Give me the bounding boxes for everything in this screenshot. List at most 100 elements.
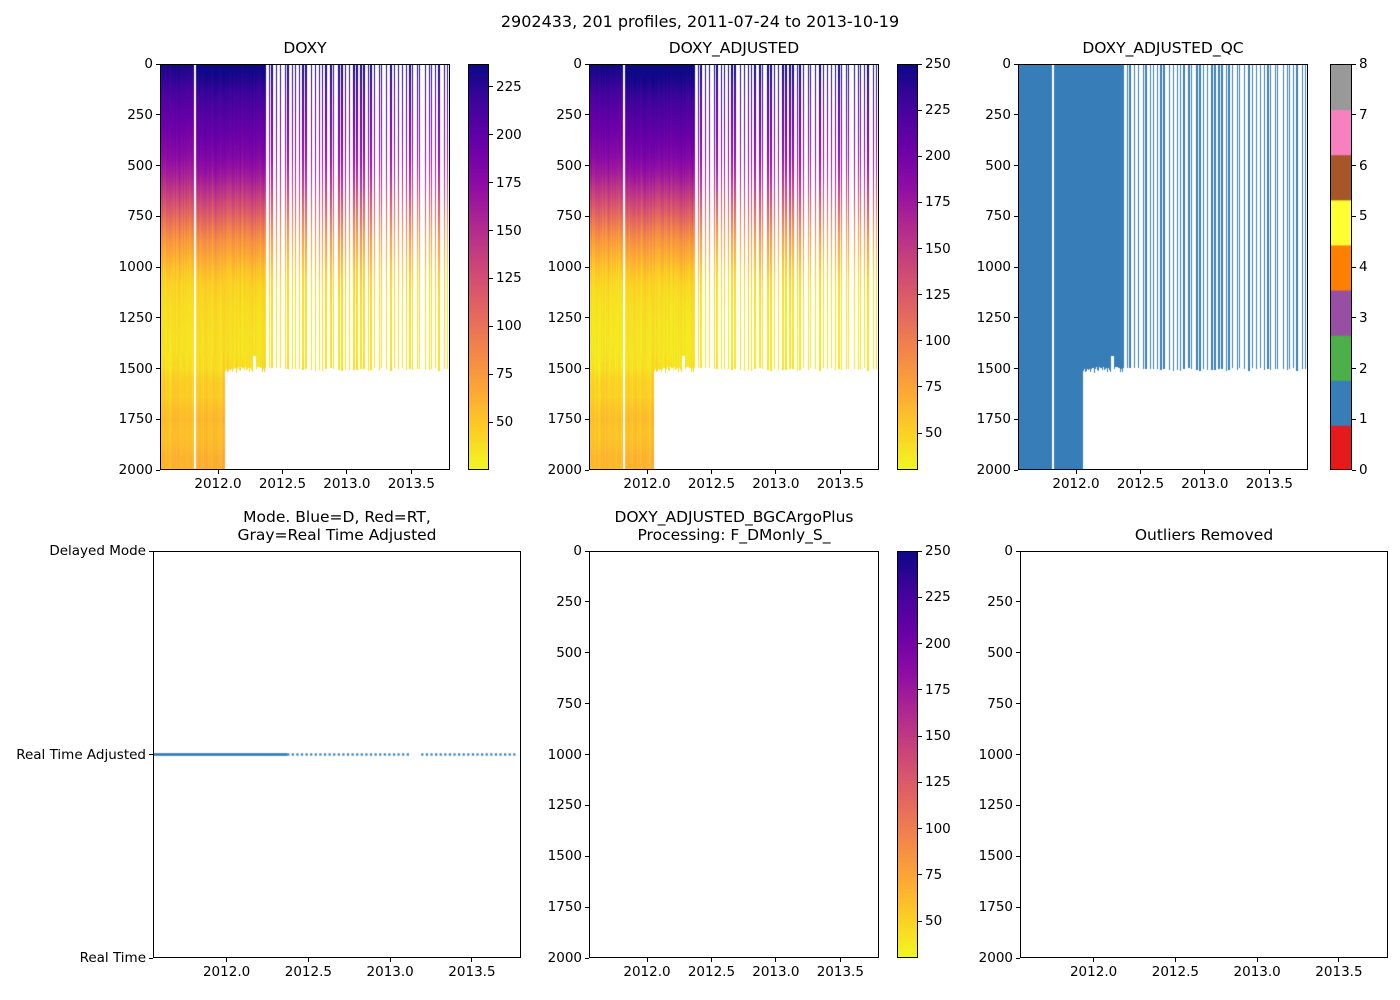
colorbar-tick-mark: [1352, 368, 1356, 369]
colorbar-tick-label: 2: [1359, 360, 1368, 377]
colorbar-tick-mark: [918, 340, 922, 342]
y-tick-label: 1250: [547, 309, 582, 326]
y-tick-mark: [156, 368, 160, 369]
y-tick-mark: [1014, 266, 1018, 268]
y-tick-label: 250: [556, 106, 582, 123]
y-tick-label: 2000: [547, 950, 582, 966]
y-tick-label: 0: [573, 56, 582, 72]
colorbar-tick-label: 225: [925, 102, 951, 119]
x-tick-mark: [307, 958, 309, 962]
y-tick-label: 0: [573, 543, 582, 559]
y-tick-label: 500: [556, 157, 582, 174]
panel-title-bgc-processing: DOXY_ADJUSTED_BGCArgoPlus Processing: F_…: [614, 508, 854, 544]
y-tick-label: 1750: [547, 899, 582, 916]
x-tick-mark: [1256, 958, 1258, 962]
colorbar-tick-label: 8: [1359, 56, 1368, 72]
panel-title-outliers-removed: Outliers Removed: [1134, 526, 1274, 544]
colorbar-tick-mark: [918, 874, 922, 876]
colorbar-tick-mark: [918, 155, 922, 157]
y-tick-label: 1250: [118, 309, 153, 326]
y-tick-label: 250: [987, 593, 1013, 610]
x-tick-label: 2013.0: [323, 476, 371, 492]
y-tick-mark: [1016, 906, 1020, 908]
colorbar-tick-label: 3: [1359, 309, 1368, 326]
doxy-heatmap-canvas: [160, 64, 450, 470]
y-tick-label: 1500: [547, 360, 582, 377]
x-tick-label: 2012.0: [623, 964, 671, 980]
y-tick-mark: [156, 266, 160, 268]
colorbar-tick-label: 125: [925, 774, 951, 791]
colorbar-tick-mark: [489, 325, 493, 327]
colorbar-tick-mark: [918, 689, 922, 691]
colorbar-tick-mark: [918, 294, 922, 296]
colorbar-canvas: [897, 551, 918, 958]
y-tick-mark: [1016, 601, 1020, 603]
y-tick-mark: [1014, 63, 1018, 65]
x-tick-label: 2012.0: [623, 476, 671, 492]
y-tick-mark: [156, 215, 160, 217]
colorbar-tick-mark: [1352, 165, 1356, 166]
x-tick-mark: [281, 470, 283, 474]
x-tick-label: 2012.0: [1052, 476, 1100, 492]
colorbar-tick-mark: [489, 182, 493, 184]
colorbar-border: [897, 551, 918, 958]
colorbar-tick-label: 225: [496, 78, 522, 95]
y-tick-mark: [1014, 215, 1018, 217]
colorbar-tick-label: 75: [925, 866, 943, 883]
y-tick-mark: [585, 215, 589, 217]
x-tick-mark: [389, 958, 391, 962]
x-tick-label: 2012.0: [194, 476, 242, 492]
colorbar-tick-mark: [1352, 418, 1356, 420]
colorbar-tick-mark: [918, 432, 922, 434]
colorbar-tick-mark: [489, 134, 493, 136]
y-tick-mark: [149, 550, 153, 552]
x-tick-label: 2012.5: [687, 476, 736, 492]
y-tick-label: 1500: [118, 360, 153, 377]
y-tick-mark: [156, 317, 160, 319]
y-tick-mark: [585, 469, 589, 471]
y-tick-mark: [585, 957, 589, 959]
colorbar-canvas: [897, 64, 918, 470]
x-tick-label: 2013.0: [752, 476, 800, 492]
y-tick-mark: [1016, 703, 1020, 705]
colorbar-tick-label: 200: [925, 635, 951, 652]
y-tick-mark: [1016, 550, 1020, 552]
y-tick-label: 1000: [547, 259, 582, 275]
x-tick-label: 2013.5: [816, 964, 864, 980]
x-tick-label: 2013.5: [1315, 964, 1363, 980]
y-tick-label: 500: [556, 644, 582, 661]
doxy-adjusted-heatmap-canvas: [589, 64, 879, 470]
y-tick-mark: [585, 703, 589, 705]
colorbar-tick-label: 100: [925, 820, 951, 837]
y-tick-mark: [156, 63, 160, 65]
x-tick-label: 2013.0: [366, 964, 414, 980]
colorbar-canvas: [1330, 64, 1352, 470]
colorbar-tick-mark: [489, 230, 493, 232]
y-tick-mark: [585, 368, 589, 369]
y-tick-label: 1500: [978, 848, 1013, 865]
y-tick-mark: [1016, 855, 1020, 857]
y-tick-mark: [1014, 317, 1018, 319]
plot-border-doxy-adjusted: [589, 64, 879, 470]
colorbar-tick-label: 50: [925, 913, 943, 929]
colorbar-tick-label: 150: [925, 240, 951, 257]
colorbar-tick-mark: [918, 63, 922, 65]
x-tick-mark: [1204, 470, 1206, 474]
mode-line-canvas: [153, 551, 521, 958]
colorbar-tick-label: 1: [1359, 411, 1368, 428]
x-tick-label: 2012.5: [1116, 476, 1165, 492]
panel-title-mode: Mode. Blue=D, Red=RT, Gray=Real Time Adj…: [237, 508, 437, 544]
x-tick-mark: [226, 958, 228, 962]
x-tick-label: 2013.5: [448, 964, 496, 980]
y-tick-label: 1250: [976, 309, 1011, 326]
y-tick-mark: [585, 165, 589, 166]
x-tick-mark: [710, 470, 712, 474]
x-tick-label: 2013.5: [1245, 476, 1293, 492]
x-tick-label: 2012.0: [202, 964, 251, 980]
colorbar-tick-mark: [918, 201, 922, 203]
colorbar-tick-mark: [918, 596, 922, 598]
y-tick-label: Real Time: [79, 950, 146, 966]
y-tick-label: 0: [1002, 56, 1011, 72]
x-tick-mark: [839, 470, 841, 474]
